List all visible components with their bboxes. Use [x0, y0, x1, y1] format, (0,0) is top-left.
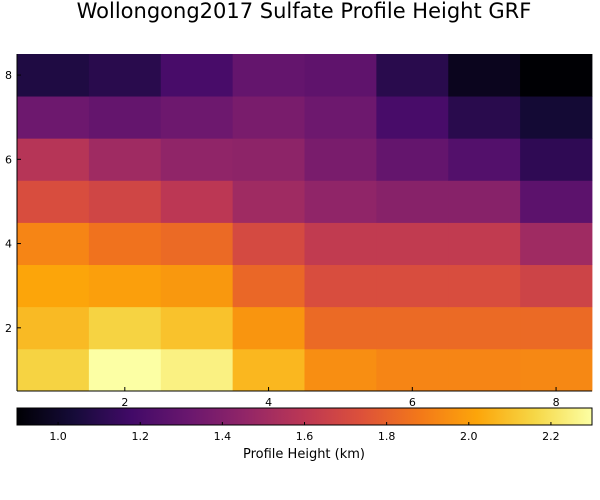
heatmap-cell-r5-c1	[17, 180, 90, 223]
heatmap-cell-r6-c6	[376, 138, 449, 181]
x-tick-label: 2	[121, 396, 128, 409]
heatmap-cell-r3-c5	[304, 264, 377, 308]
heatmap-cell-r3-c2	[88, 264, 162, 308]
x-axis-ticks: 2 4 6 8	[121, 387, 560, 409]
heatmap-cell-r1-c5	[304, 348, 377, 392]
heatmap-cell-r7-c5	[304, 96, 377, 139]
colorbar-tick-label: 1.4	[214, 430, 232, 443]
colorbar-tick-label: 2.2	[542, 430, 560, 443]
heatmap-cell-r2-c3	[160, 306, 234, 350]
heatmap-cell-r6-c7	[448, 138, 521, 181]
heatmap-cell-r4-c2	[88, 222, 162, 266]
heatmap-cell-r1-c4	[232, 348, 305, 392]
heatmap-cell-r5-c5	[304, 180, 377, 223]
heatmap-cell-r5-c2	[88, 180, 162, 223]
colorbar-tick-label: 1.8	[378, 430, 396, 443]
heatmap-cell-r7-c8	[520, 96, 593, 139]
y-axis-ticks: 2 4 6 8	[5, 69, 21, 335]
heatmap-cell-r4-c6	[376, 222, 449, 266]
plot-axes	[16, 54, 592, 392]
heatmap-cell-r2-c1	[17, 306, 90, 350]
heatmap-cell-r2-c8	[520, 306, 593, 350]
heatmap-cell-r4-c5	[304, 222, 377, 266]
heatmap-cell-r1-c8	[520, 348, 593, 392]
heatmap-cell-r5-c7	[448, 180, 521, 223]
heatmap-cell-r3-c7	[448, 264, 521, 308]
colorbar-tick-label: 2.0	[460, 430, 478, 443]
heatmap-cell-r6-c1	[17, 138, 90, 181]
heatmap-cell-r4-c4	[232, 222, 305, 266]
colorbar: 1.0 1.2 1.4 1.6 1.8 2.0 2.2	[16, 407, 593, 443]
heatmap-cell-r3-c4	[232, 264, 305, 308]
heatmap-cell-r2-c7	[448, 306, 521, 350]
y-tick-label: 4	[5, 238, 12, 251]
heatmap-cell-r3-c8	[520, 264, 593, 308]
heatmap-cell-r8-c7	[448, 54, 521, 97]
x-tick-label: 6	[409, 396, 416, 409]
y-tick-label: 2	[5, 322, 12, 335]
heatmap-cell-r4-c7	[448, 222, 521, 266]
heatmap-cell-r5-c6	[376, 180, 449, 223]
heatmap-cell-r4-c3	[160, 222, 234, 266]
heatmap-cell-r8-c6	[376, 54, 449, 97]
heatmap-cell-r7-c1	[17, 96, 90, 139]
heatmap-cell-r6-c8	[520, 138, 593, 181]
x-tick-label: 8	[553, 396, 560, 409]
heatmap-cell-r1-c3	[160, 348, 234, 392]
heatmap-cell-r1-c7	[448, 348, 521, 392]
heatmap-cell-r6-c4	[232, 138, 305, 181]
heatmap-cell-r2-c5	[304, 306, 377, 350]
heatmap-cell-r1-c6	[376, 348, 449, 392]
heatmap-cell-r2-c2	[88, 306, 162, 350]
heatmap-cell-r5-c3	[160, 180, 234, 223]
colorbar-tick-label: 1.6	[296, 430, 314, 443]
heatmap-cell-r8-c1	[17, 54, 90, 97]
heatmap-cell-r8-c2	[88, 54, 162, 97]
colorbar-tick-label: 1.2	[131, 430, 149, 443]
heatmap-cell-r4-c1	[17, 222, 90, 266]
heatmap-cell-r8-c4	[232, 54, 305, 97]
heatmap-cell-r3-c3	[160, 264, 234, 308]
heatmap-cell-r1-c2	[88, 348, 162, 392]
x-tick-label: 4	[265, 396, 272, 409]
heatmap-cell-r2-c6	[376, 306, 449, 350]
heatmap-cell-r5-c8	[520, 180, 593, 223]
heatmap-cell-r6-c5	[304, 138, 377, 181]
heatmap-cell-r3-c1	[17, 264, 90, 308]
heatmap-cell-r8-c8	[520, 54, 593, 97]
heatmap-cell-r8-c5	[304, 54, 377, 97]
heatmap-cell-r7-c7	[448, 96, 521, 139]
colorbar-tick-label: 1.0	[49, 430, 67, 443]
heatmap-cell-r4-c8	[520, 222, 593, 266]
heatmap-cell-r6-c2	[88, 138, 162, 181]
chart-title: Wollongong2017 Sulfate Profile Height GR…	[77, 0, 532, 23]
colorbar-label: Profile Height (km)	[243, 447, 365, 462]
heatmap-cell-r7-c4	[232, 96, 305, 139]
heatmap-cell-r6-c3	[160, 138, 234, 181]
heatmap-cell-r2-c4	[232, 306, 305, 350]
heatmap-cell-r7-c2	[88, 96, 162, 139]
heatmap-cell-r7-c6	[376, 96, 449, 139]
heatmap-cell-r5-c4	[232, 180, 305, 223]
heatmap-cell-r7-c3	[160, 96, 234, 139]
y-tick-label: 6	[5, 153, 12, 166]
heatmap-cell-r3-c6	[376, 264, 449, 308]
heatmap-cell-r1-c1	[17, 348, 90, 392]
y-tick-label: 8	[5, 69, 12, 82]
heatmap-cell-r8-c3	[160, 54, 234, 97]
heatmap-cells	[17, 54, 593, 392]
